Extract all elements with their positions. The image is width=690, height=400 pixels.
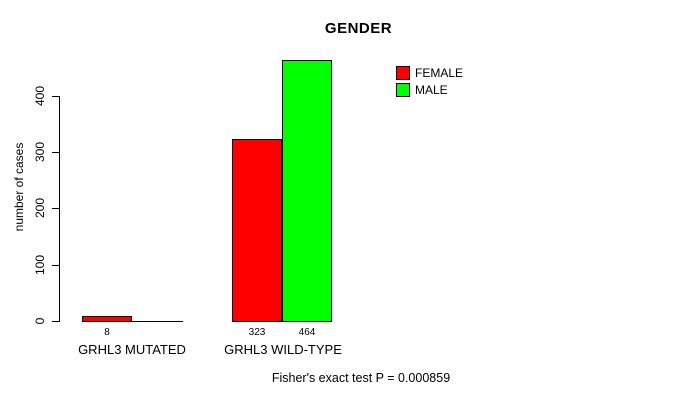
bar-female-grhl3-mutated [82,316,132,322]
y-axis-tick [52,321,59,322]
male-color-swatch [396,83,410,97]
y-axis-tick [52,152,59,153]
x-category-label-wildtype: GRHL3 WILD-TYPE [224,342,342,357]
legend: FEMALE MALE [396,66,463,100]
legend-item-male: MALE [396,83,463,97]
bar-male-grhl3-mutated [132,321,183,322]
bar-female-grhl3-wild-type [232,139,282,322]
female-color-swatch [396,66,410,80]
y-tick-label: 400 [33,85,47,107]
y-axis-tick [52,96,59,97]
bar-value-label: 8 [104,327,110,338]
y-tick-label: 0 [33,317,47,325]
y-tick-label: 100 [33,254,47,276]
legend-item-female: FEMALE [396,66,463,80]
y-axis-tick [52,265,59,266]
bar-value-label: 323 [248,327,266,338]
y-axis-tick [52,208,59,209]
y-axis-line [59,96,60,322]
chart-title: GENDER [324,20,393,37]
y-tick-label: 300 [33,141,47,163]
legend-label-female: FEMALE [415,66,464,80]
annotation-fisher-test: Fisher's exact test P = 0.000859 [271,371,451,385]
y-tick-label: 200 [33,197,47,219]
legend-label-male: MALE [415,83,448,97]
x-category-label-mutated: GRHL3 MUTATED [78,342,186,357]
bar-value-label: 464 [298,327,316,338]
bar-male-grhl3-wild-type [282,60,332,322]
